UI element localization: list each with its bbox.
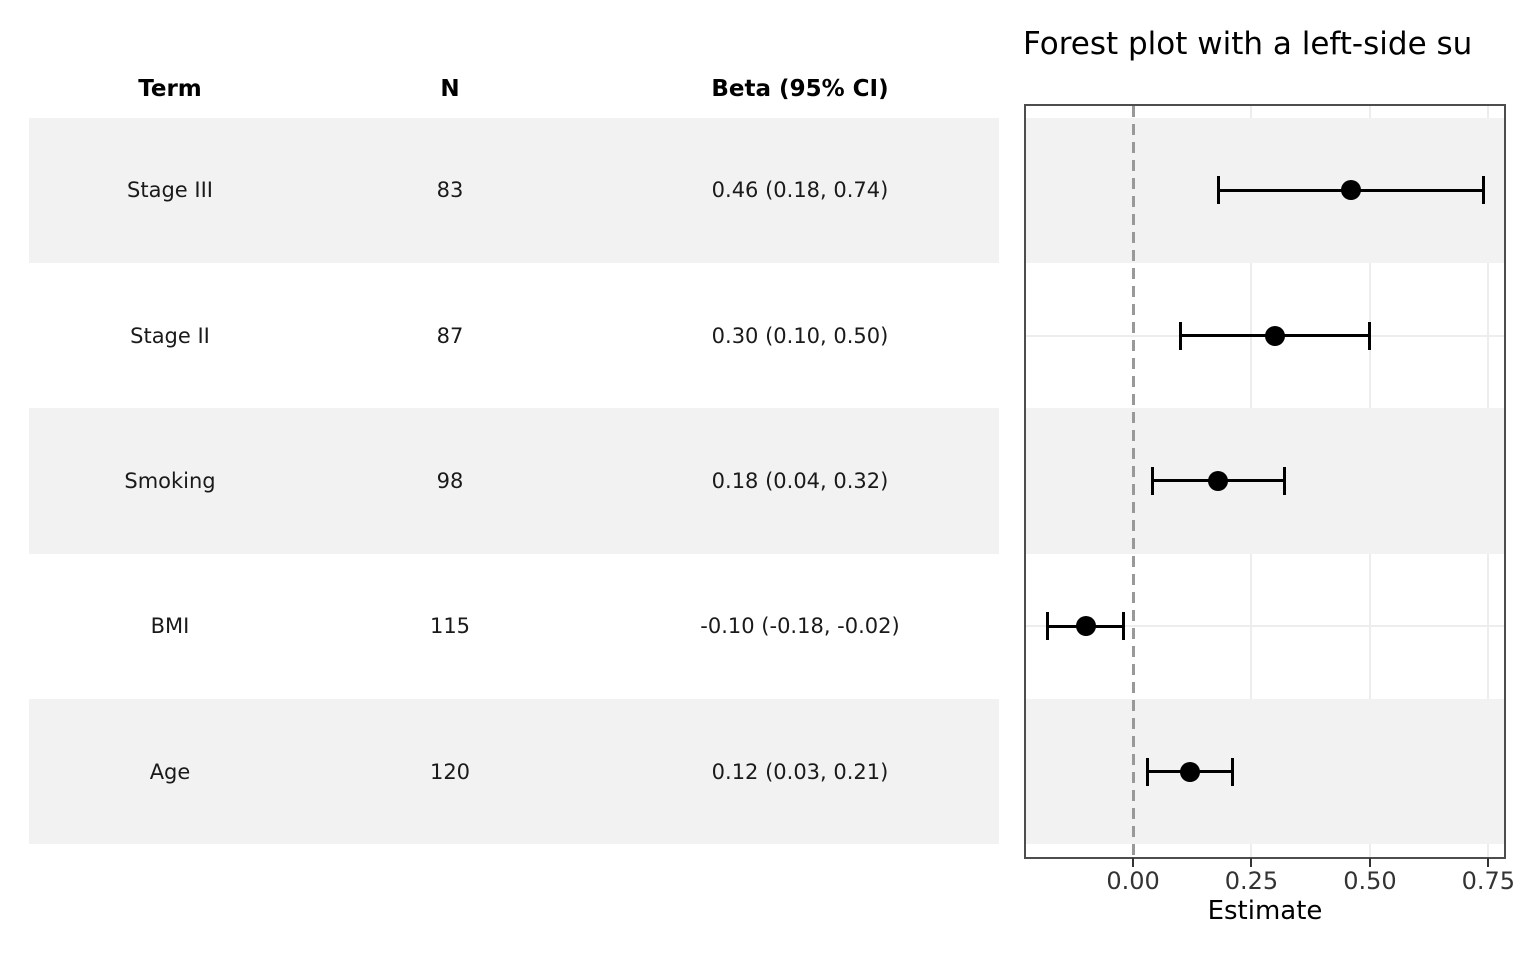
- x-tick-label: 0.75: [1461, 867, 1516, 895]
- x-tick-label: 0.50: [1343, 867, 1397, 895]
- point-estimate-marker: [1208, 470, 1229, 491]
- cell-n: 87: [436, 323, 464, 348]
- cell-term: Stage III: [127, 178, 213, 203]
- ci-cap-left: [1178, 321, 1182, 350]
- column-header-term: Term: [138, 76, 202, 102]
- cell-beta: 0.30 (0.10, 0.50): [711, 323, 889, 348]
- gridline-horizontal: [1026, 625, 1504, 628]
- ci-cap-left: [1150, 466, 1154, 495]
- x-tick-mark: [1132, 858, 1135, 867]
- plot-row-stripe: [1026, 699, 1504, 845]
- plot-panel: [1024, 104, 1506, 859]
- cell-n: 120: [429, 759, 471, 784]
- cell-term: Age: [149, 759, 191, 784]
- table-row-stripe: [29, 699, 999, 845]
- cell-n: 98: [436, 468, 464, 493]
- cell-term: BMI: [150, 614, 190, 639]
- point-estimate-marker: [1340, 180, 1361, 201]
- cell-beta: 0.12 (0.03, 0.21): [711, 759, 889, 784]
- x-tick-label: 0.25: [1224, 867, 1279, 895]
- x-tick-mark: [1368, 858, 1371, 867]
- plot-area: [1026, 106, 1504, 857]
- column-header-n: N: [440, 76, 460, 102]
- cell-term: Smoking: [124, 468, 216, 493]
- x-axis-label: Estimate: [1207, 896, 1323, 926]
- point-estimate-marker: [1075, 616, 1096, 637]
- chart-title: Forest plot with a left-side su: [1023, 26, 1473, 62]
- table-row-stripe: [29, 117, 999, 263]
- point-estimate-marker: [1265, 325, 1286, 346]
- ci-cap-right: [1482, 176, 1486, 205]
- ci-cap-left: [1216, 176, 1220, 205]
- column-header-beta: Beta (95% CI): [711, 76, 889, 102]
- ci-cap-left: [1046, 612, 1050, 641]
- ci-cap-right: [1283, 466, 1287, 495]
- table-row-stripe: [29, 408, 999, 554]
- x-tick-label: 0.00: [1106, 867, 1160, 895]
- reference-line-zero: [1131, 106, 1135, 857]
- cell-beta: 0.46 (0.18, 0.74): [711, 178, 889, 203]
- ci-cap-right: [1122, 612, 1126, 641]
- ci-cap-right: [1368, 321, 1372, 350]
- point-estimate-marker: [1179, 761, 1200, 782]
- cell-beta: -0.10 (-0.18, -0.02): [700, 614, 900, 639]
- x-tick-mark: [1250, 858, 1253, 867]
- cell-beta: 0.18 (0.04, 0.32): [711, 468, 889, 493]
- cell-term: Stage II: [130, 323, 210, 348]
- cell-n: 115: [429, 614, 471, 639]
- cell-n: 83: [436, 178, 464, 203]
- ci-cap-right: [1231, 757, 1235, 786]
- ci-cap-left: [1145, 757, 1149, 786]
- x-tick-mark: [1487, 858, 1490, 867]
